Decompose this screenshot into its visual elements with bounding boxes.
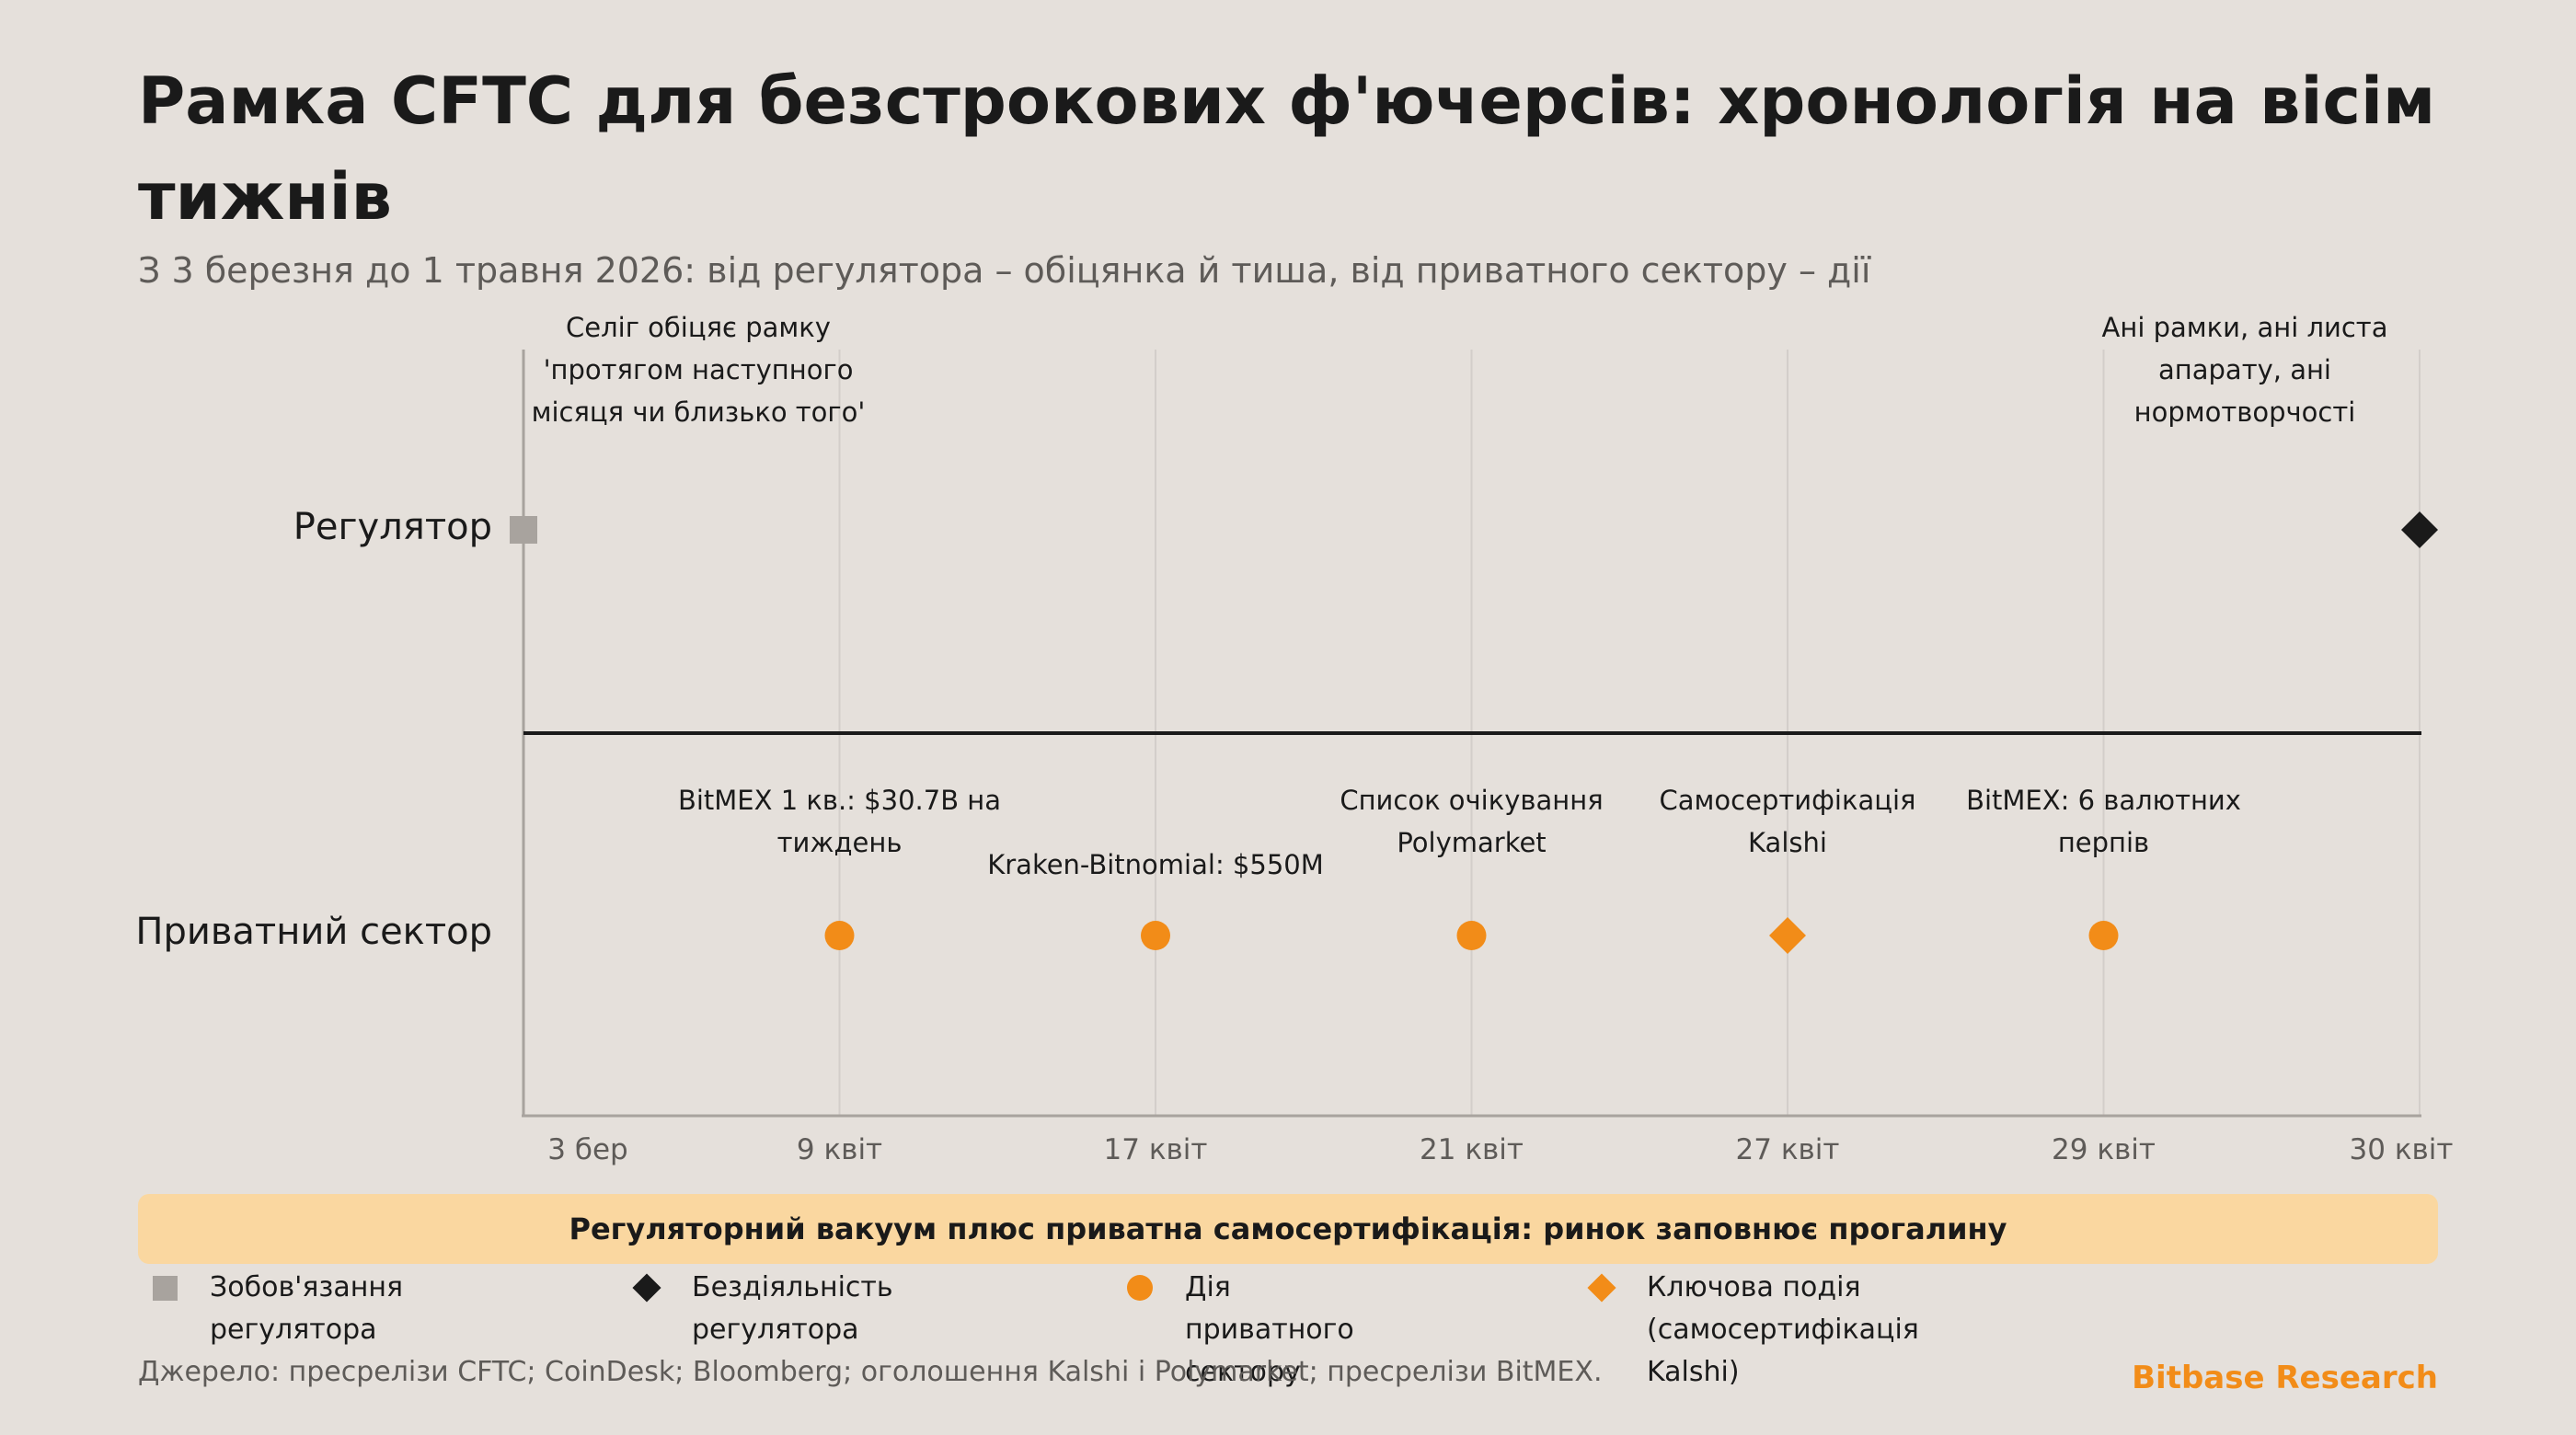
event-annotation: тиждень: [777, 827, 903, 858]
square-icon: [151, 1267, 178, 1309]
event-annotation: перпів: [2058, 827, 2149, 858]
event-annotation: BitMEX: 6 валютних: [1966, 785, 2241, 816]
takeaway-banner: Регуляторний вакуум плюс приватна самосе…: [138, 1194, 2438, 1264]
x-tick-label: 27 квіт: [1736, 1133, 1840, 1166]
source-note: Джерело: пресрелізи CFTC; CoinDesk; Bloo…: [138, 1356, 1603, 1388]
legend-label: Бездіяльність регулятора: [692, 1271, 893, 1346]
event-annotation: BitMEX 1 кв.: $30.7B на: [678, 785, 1001, 816]
timeline-chart: Регулятор Приватний сектор 3 бер 9 квіт 17…: [135, 312, 2453, 1166]
event-marker: [2401, 511, 2438, 548]
x-tick-label: 29 квіт: [2052, 1133, 2156, 1166]
event-annotation: Селіг обіцяє рамку: [566, 312, 831, 343]
event-annotation: нормотворчості: [2134, 396, 2356, 428]
x-tick-label: 30 квіт: [2350, 1133, 2454, 1166]
event-annotation: Kalshi: [1748, 827, 1827, 858]
legend-item-commitment: Зобов'язання регулятора: [151, 1267, 403, 1351]
diamond-icon: [1587, 1267, 1616, 1309]
event-marker: [510, 516, 537, 544]
x-tick-label: 21 квіт: [1420, 1133, 1524, 1166]
event-annotation: Самосертифікація: [1660, 785, 1916, 816]
event-marker: [1141, 921, 1170, 950]
x-tick-label: 3 бер: [547, 1133, 627, 1166]
x-tick-label: 17 квіт: [1104, 1133, 1208, 1166]
legend-item-private-action: Дія приватного сектору: [1126, 1267, 1354, 1394]
event-marker: [824, 921, 855, 950]
lane-label-regulator: Регулятор: [293, 506, 492, 548]
event-marker: [2088, 921, 2119, 950]
chart-subtitle: З 3 березня до 1 травня 2026: від регуля…: [138, 250, 1871, 291]
legend-label: Ключова подія (самосертифікація Kalshi): [1647, 1267, 1919, 1394]
legend-label: Зобов'язання регулятора: [210, 1271, 404, 1346]
event-marker: [1456, 921, 1487, 950]
legend-item-inaction: Бездіяльність регулятора: [632, 1267, 893, 1351]
event-annotations: Селіг обіцяє рамку 'протягом наступного мі…: [532, 312, 2388, 880]
event-annotation: апарату, ані: [2158, 354, 2331, 385]
event-annotation: 'протягом наступного: [544, 354, 854, 385]
legend-label: Дія приватного сектору: [1185, 1271, 1354, 1388]
chart-title: Рамка CFTC для безстрокових ф'ючерсів: х…: [138, 63, 2436, 235]
event-marker: [1769, 917, 1806, 954]
x-tick-labels: 3 бер 9 квіт 17 квіт 21 квіт 27 квіт 29 квіт 3…: [547, 1133, 2453, 1166]
legend-label-line: Ключова подія: [1647, 1271, 1861, 1303]
event-annotation: Список очікування: [1340, 785, 1603, 816]
brand-logo-text: Bitbase Research: [2132, 1360, 2438, 1396]
legend-item-key-event: Ключова подія (самосертифікація Kalshi): [1587, 1267, 1919, 1394]
event-annotation: Kraken-Bitnomial: $550M: [987, 849, 1324, 880]
event-annotation: місяця чи близько того': [532, 396, 866, 428]
circle-icon: [1126, 1267, 1154, 1309]
x-tick-label: 9 квіт: [797, 1133, 882, 1166]
event-markers: [510, 511, 2438, 954]
legend-label-line: (самосертифікація Kalshi): [1647, 1314, 1919, 1388]
lane-label-private: Приватний сектор: [135, 911, 492, 953]
diamond-icon: [632, 1267, 661, 1309]
event-annotation: Ані рамки, ані листа: [2102, 312, 2388, 343]
event-annotation: Polymarket: [1397, 827, 1546, 858]
